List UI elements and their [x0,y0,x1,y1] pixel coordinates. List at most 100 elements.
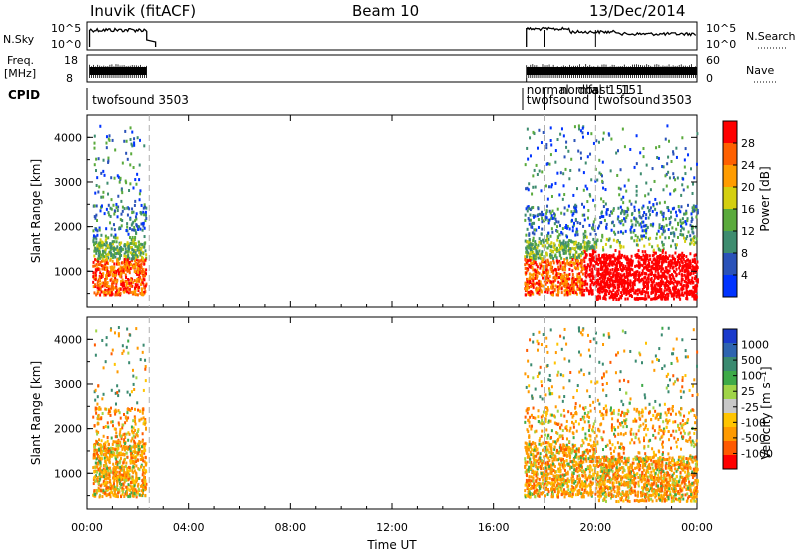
heatmap-cell [635,189,638,193]
heatmap-cell [104,446,107,450]
heatmap-cell [93,449,96,453]
heatmap-cell [123,244,126,248]
heatmap-cell [671,254,674,258]
heatmap-cell [144,258,147,262]
heatmap-cell [94,465,97,469]
colorbar-swatch [723,231,737,253]
heatmap-cell [559,275,562,279]
heatmap-cell [629,258,632,262]
heatmap-cell [108,492,111,496]
heatmap-cell [125,345,128,349]
heatmap-cell [608,264,611,268]
heatmap-cell [116,461,119,465]
heatmap-cell [667,489,670,493]
heatmap-cell [606,256,609,260]
freq-tick-top: 18 [64,54,78,67]
heatmap-cell [685,237,688,241]
heatmap-cell [143,445,146,449]
heatmap-cell [571,240,574,244]
heatmap-cell [98,250,101,254]
heatmap-cell [140,266,143,270]
heatmap-cell [123,412,126,416]
heatmap-cell [644,250,647,254]
heatmap-cell [646,206,649,210]
ytick-label: 1000 [54,265,82,278]
heatmap-cell [116,384,119,388]
heatmap-cell [623,217,626,221]
heatmap-cell [576,221,579,225]
heatmap-cell [582,188,585,192]
heatmap-cell [144,479,147,483]
heatmap-cell [93,494,96,498]
heatmap-cell [583,205,586,209]
heatmap-cell [128,284,131,288]
heatmap-cell [631,262,634,266]
heatmap-cell [548,218,551,222]
heatmap-cell [541,272,544,276]
heatmap-cell [648,254,651,258]
heatmap-cell [685,293,688,297]
heatmap-cell [647,291,650,295]
heatmap-cell [686,269,689,273]
heatmap-cell [557,293,560,297]
heatmap-cell [101,284,104,288]
heatmap-cell [590,279,593,283]
heatmap-cell [526,277,529,281]
heatmap-cell [106,257,109,261]
heatmap-cell [647,216,650,220]
heatmap-cell [143,471,146,475]
heatmap-cell [100,417,103,421]
heatmap-cell [105,466,108,470]
heatmap-cell [653,296,656,300]
heatmap-cell [106,283,109,287]
heatmap-cell [130,223,133,227]
heatmap-cell [108,451,111,455]
heatmap-cell [680,205,683,209]
heatmap-cell [143,270,146,274]
heatmap-cell [112,253,115,257]
heatmap-cell [662,225,665,229]
heatmap-cell [139,275,142,279]
heatmap-cell [134,228,137,232]
heatmap-cell [97,413,100,417]
heatmap-cell [544,217,547,221]
heatmap-cell [120,199,123,203]
heatmap-cell [597,272,600,276]
heatmap-cell [645,297,648,301]
heatmap-cell [99,278,102,282]
heatmap-cell [524,213,527,217]
heatmap-cell [683,212,686,216]
heatmap-cell [554,149,557,153]
heatmap-cell [671,280,674,284]
heatmap-cell [559,273,562,277]
heatmap-cell [116,291,119,295]
heatmap-cell [669,279,672,283]
heatmap-cell [674,246,677,250]
heatmap-cell [117,334,120,338]
heatmap-cell [585,241,588,245]
heatmap-cell [678,295,681,299]
heatmap-cell [575,243,578,247]
heatmap-cell [554,275,557,279]
heatmap-cell [676,263,679,267]
heatmap-cell [548,209,551,213]
heatmap-cell [538,253,541,257]
heatmap-cell [105,477,108,481]
heatmap-cell [124,492,127,496]
heatmap-cell [551,282,554,286]
heatmap-cell [622,273,625,277]
heatmap-cell [126,327,129,331]
heatmap-cell [109,486,112,490]
heatmap-cell [654,258,657,262]
heatmap-cell [114,286,117,290]
heatmap-cell [663,283,666,287]
heatmap-cell [548,263,551,267]
heatmap-cell [685,266,688,270]
heatmap-cell [610,254,613,258]
heatmap-cell [651,245,654,249]
heatmap-cell [130,445,133,449]
heatmap-cell [555,271,558,275]
heatmap-cell [646,276,649,280]
heatmap-cell [110,293,113,297]
heatmap-cell [601,285,604,289]
